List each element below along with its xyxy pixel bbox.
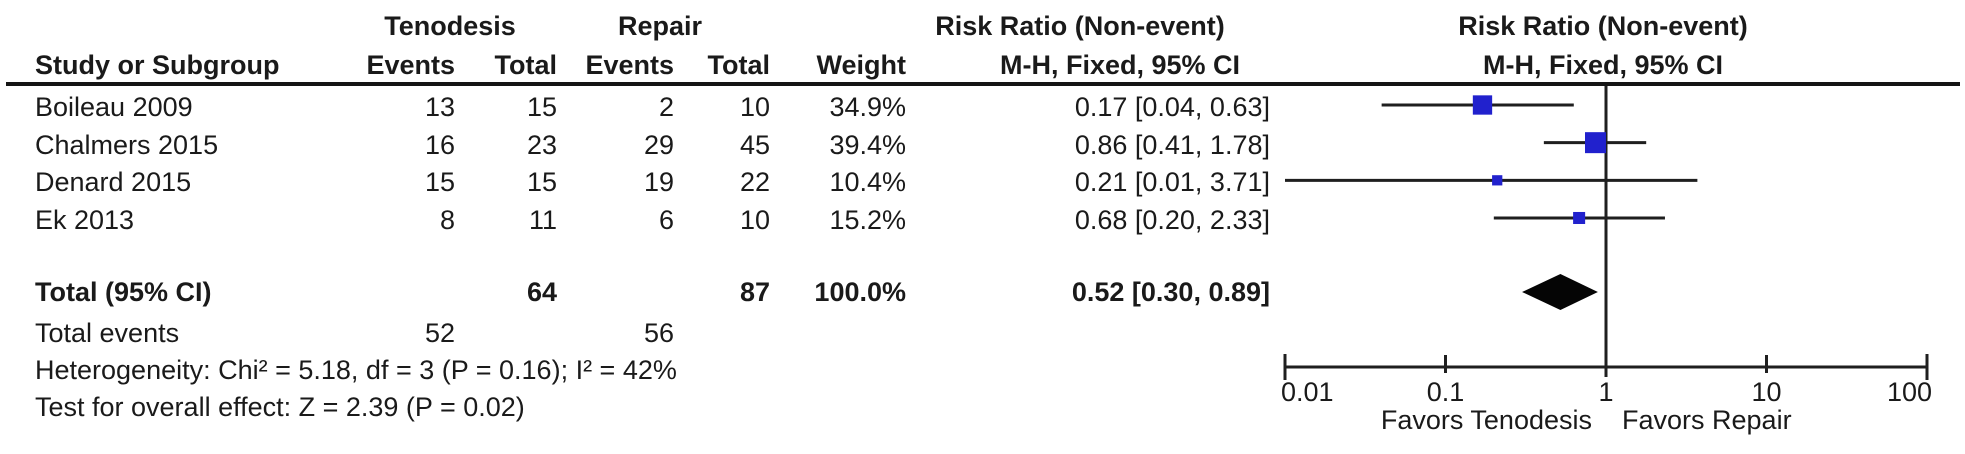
group-header-repair: Repair bbox=[617, 11, 703, 41]
axis-tick-label: 0.1 bbox=[1426, 377, 1465, 407]
group-header-tenodesis: Tenodesis bbox=[384, 11, 516, 41]
tenodesis-total-value: 15 bbox=[526, 167, 557, 198]
weight-value: 34.9% bbox=[829, 92, 906, 122]
column-header-weight: Weight bbox=[816, 50, 907, 80]
effect-size-marker bbox=[1573, 211, 1586, 224]
risk-ratio-ci-text: 0.17 [0.04, 0.63] bbox=[1074, 92, 1270, 122]
tenodesis-total-value: 15 bbox=[526, 92, 557, 122]
weight-value: 39.4% bbox=[829, 129, 906, 160]
repair-events-value: 6 bbox=[658, 204, 674, 235]
total-events-label: Total events bbox=[35, 318, 180, 348]
plot-header-risk-ratio: Risk Ratio (Non-event) bbox=[1458, 11, 1748, 41]
column-header-risk-ratio-text: Risk Ratio (Non-event) bbox=[935, 11, 1225, 41]
risk-ratio-ci-text: 0.86 [0.41, 1.78] bbox=[1074, 129, 1270, 160]
repair-total-value: 22 bbox=[739, 167, 770, 198]
column-header-repair-total: Total bbox=[707, 50, 771, 80]
total-events-tenodesis: 52 bbox=[424, 318, 455, 348]
effect-size-marker bbox=[1472, 95, 1493, 115]
repair-total-value: 10 bbox=[739, 204, 770, 235]
repair-total-value: 10 bbox=[739, 92, 770, 122]
tenodesis-events-value: 16 bbox=[424, 129, 455, 160]
favors-left-label: Favors Tenodesis bbox=[1380, 405, 1592, 435]
column-header-tenodesis-total: Total bbox=[494, 50, 558, 80]
column-header-mh-fixed-ci: M-H, Fixed, 95% CI bbox=[999, 50, 1241, 80]
favors-right-label: Favors Repair bbox=[1622, 405, 1792, 435]
axis-tick-label: 100 bbox=[1886, 377, 1932, 407]
study-name: Denard 2015 bbox=[35, 167, 192, 198]
tenodesis-total-value: 23 bbox=[526, 129, 557, 160]
total-tenodesis-n: 64 bbox=[526, 277, 557, 307]
axis-tick-label: 0.01 bbox=[1281, 377, 1334, 407]
axis-tick-label: 1 bbox=[1598, 377, 1614, 407]
total-risk-ratio-ci-text: 0.52 [0.30, 0.89] bbox=[1071, 277, 1270, 307]
total-events-repair: 56 bbox=[643, 318, 674, 348]
plot-header-mh-fixed-ci: M-H, Fixed, 95% CI bbox=[1482, 50, 1724, 80]
repair-total-value: 45 bbox=[739, 129, 770, 160]
column-header-tenodesis-events: Events bbox=[366, 50, 455, 80]
overall-effect-line: Test for overall effect: Z = 2.39 (P = 0… bbox=[35, 392, 525, 422]
tenodesis-total-value: 11 bbox=[528, 204, 557, 235]
axis-tick-label: 10 bbox=[1751, 377, 1782, 407]
column-header-repair-events: Events bbox=[585, 50, 674, 80]
total-row-label: Total (95% CI) bbox=[35, 277, 212, 307]
study-name: Boileau 2009 bbox=[35, 92, 193, 122]
column-header-study: Study or Subgroup bbox=[35, 50, 280, 80]
repair-events-value: 19 bbox=[643, 167, 674, 198]
weight-value: 10.4% bbox=[829, 167, 906, 198]
heterogeneity-line: Heterogeneity: Chi² = 5.18, df = 3 (P = … bbox=[35, 355, 677, 385]
repair-events-value: 2 bbox=[658, 92, 674, 122]
weight-value: 15.2% bbox=[829, 204, 906, 235]
header-underline bbox=[6, 82, 1960, 86]
effect-size-marker bbox=[1584, 132, 1606, 154]
study-name: Chalmers 2015 bbox=[35, 129, 219, 160]
study-name: Ek 2013 bbox=[35, 204, 135, 235]
tenodesis-events-value: 13 bbox=[424, 92, 455, 122]
effect-size-marker bbox=[1492, 175, 1503, 186]
tenodesis-events-value: 8 bbox=[439, 204, 455, 235]
risk-ratio-ci-text: 0.21 [0.01, 3.71] bbox=[1074, 167, 1270, 198]
total-repair-n: 87 bbox=[739, 277, 770, 307]
tenodesis-events-value: 15 bbox=[424, 167, 455, 198]
summary-diamond bbox=[1522, 274, 1598, 310]
repair-events-value: 29 bbox=[643, 129, 674, 160]
risk-ratio-ci-text: 0.68 [0.20, 2.33] bbox=[1074, 204, 1270, 235]
total-weight: 100.0% bbox=[814, 277, 906, 307]
